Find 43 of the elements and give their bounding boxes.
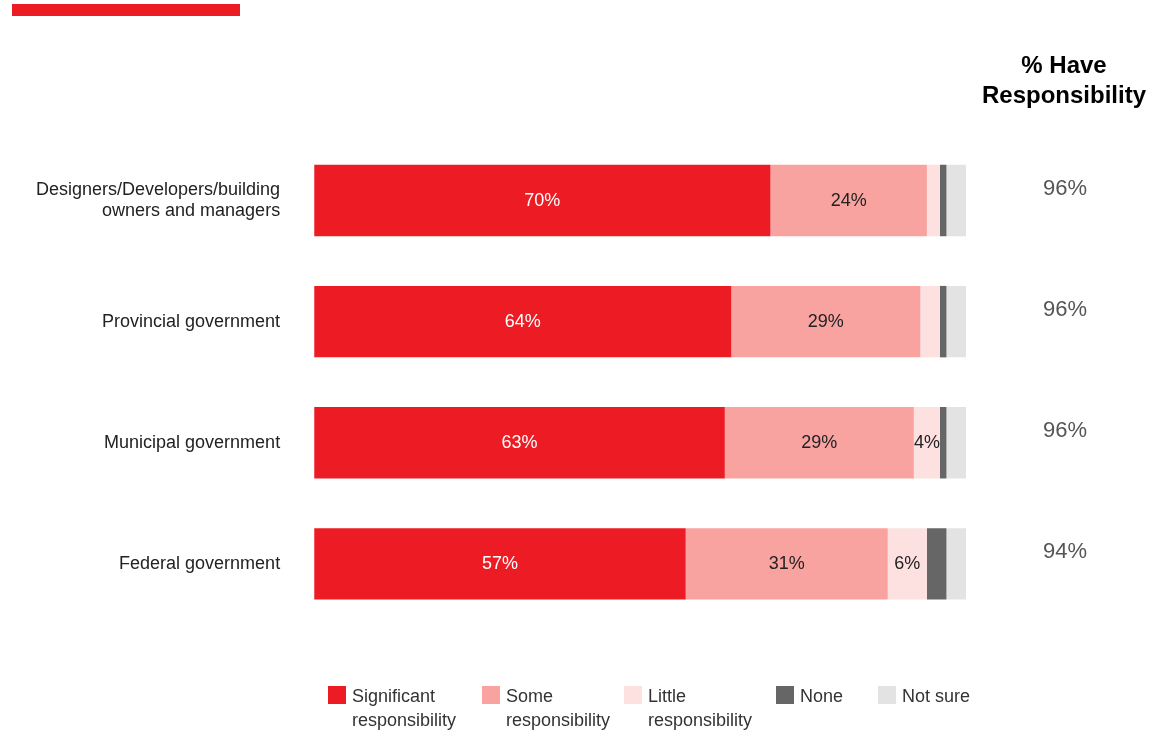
bar — [724, 407, 914, 479]
bar — [314, 528, 686, 600]
data-label: 4% — [913, 431, 940, 452]
bar — [314, 407, 725, 479]
bar — [946, 407, 966, 479]
bar — [939, 285, 947, 358]
legend-label: Significant responsibility — [352, 685, 458, 732]
bar — [939, 407, 947, 479]
legend-label: Not sure — [902, 685, 971, 708]
data-label: 57% — [481, 552, 518, 573]
legend-label: None — [800, 685, 844, 708]
y-tick-label: Federal government — [119, 552, 281, 573]
bar — [946, 285, 966, 358]
data-label: 70% — [524, 189, 561, 210]
bar — [926, 528, 947, 600]
text: 96% — [1042, 295, 1088, 321]
text: 96% — [1042, 416, 1088, 442]
legend-label: Some responsibility — [506, 685, 612, 732]
bar — [770, 164, 927, 237]
y-tick-label: Municipal government — [104, 431, 281, 452]
bar — [946, 528, 966, 600]
data-label: 6% — [894, 552, 921, 573]
data-label: 29% — [807, 310, 844, 331]
text: 94% — [1042, 537, 1088, 563]
text: % Have Responsibility — [981, 50, 1147, 110]
bar — [731, 285, 921, 358]
bar — [314, 285, 732, 358]
data-label: 63% — [501, 431, 538, 452]
y-tick-label: Provincial government — [102, 310, 281, 331]
legend-label: Little responsibility — [648, 685, 754, 732]
bar — [887, 528, 927, 600]
data-label: 29% — [801, 431, 838, 452]
bar — [685, 528, 888, 600]
bar — [920, 285, 940, 358]
text: 96% — [1042, 174, 1088, 200]
bar — [926, 164, 940, 237]
bar — [314, 164, 771, 237]
bar — [939, 164, 947, 237]
bar — [946, 164, 966, 237]
data-label: 31% — [768, 552, 805, 573]
y-tick-label: Designers/Developers/building owners and managers — [35, 178, 281, 221]
data-label: 24% — [830, 189, 867, 210]
data-label: 64% — [504, 310, 541, 331]
